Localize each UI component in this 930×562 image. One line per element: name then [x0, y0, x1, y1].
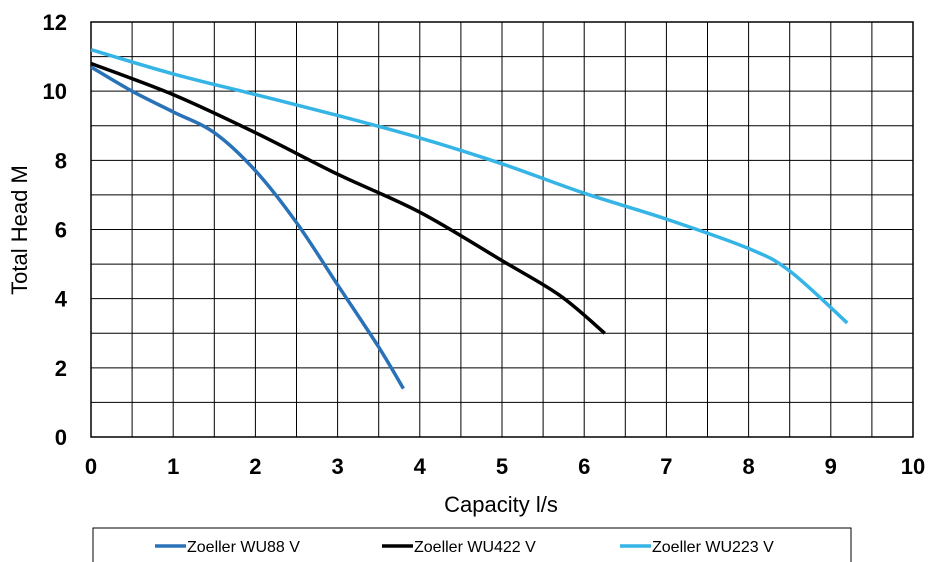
series-line-1 [90, 65, 405, 390]
x-tick-label: 7 [660, 454, 672, 479]
y-tick-label: 10 [43, 79, 67, 104]
y-tick-label: 12 [43, 10, 67, 35]
x-tick-label: 6 [578, 454, 590, 479]
y-axis-label: Total Head M [7, 165, 32, 295]
y-tick-label: 6 [55, 218, 67, 243]
legend-box [92, 527, 852, 562]
legend-entry: Zoeller WU223 V [620, 539, 774, 556]
y-tick-label: 4 [55, 287, 68, 312]
plot-frame [90, 21, 914, 438]
x-tick-label: 3 [331, 454, 343, 479]
legend-label: Zoeller WU88 V [187, 539, 300, 556]
legend-label: Zoeller WU223 V [652, 539, 774, 556]
legend-entry: Zoeller WU88 V [155, 539, 300, 556]
x-tick-label: 4 [414, 454, 427, 479]
series-line-3 [90, 48, 849, 325]
x-tick-label: 1 [167, 454, 179, 479]
x-tick-label: 2 [249, 454, 261, 479]
x-tick-label: 8 [742, 454, 754, 479]
x-tick-label: 5 [496, 454, 508, 479]
x-tick-label: 0 [85, 454, 97, 479]
y-tick-label: 8 [55, 148, 67, 173]
y-tick-labels: 0 2 4 6 8 10 12 [43, 10, 68, 450]
series-line-2 [90, 61, 606, 335]
x-tick-label: 10 [901, 454, 925, 479]
x-tick-labels: 0 1 2 3 4 5 6 7 8 9 10 [85, 454, 925, 479]
series-lines [90, 48, 849, 390]
legend: Zoeller WU88 V Zoeller WU422 V Zoeller WU2… [92, 527, 852, 562]
plot-border [90, 21, 914, 438]
y-tick-label: 2 [55, 356, 67, 381]
y-tick-label: 0 [55, 425, 67, 450]
x-axis-label: Capacity l/s [444, 492, 558, 517]
legend-entry: Zoeller WU422 V [382, 539, 536, 556]
x-tick-label: 9 [825, 454, 837, 479]
legend-label: Zoeller WU422 V [414, 539, 536, 556]
